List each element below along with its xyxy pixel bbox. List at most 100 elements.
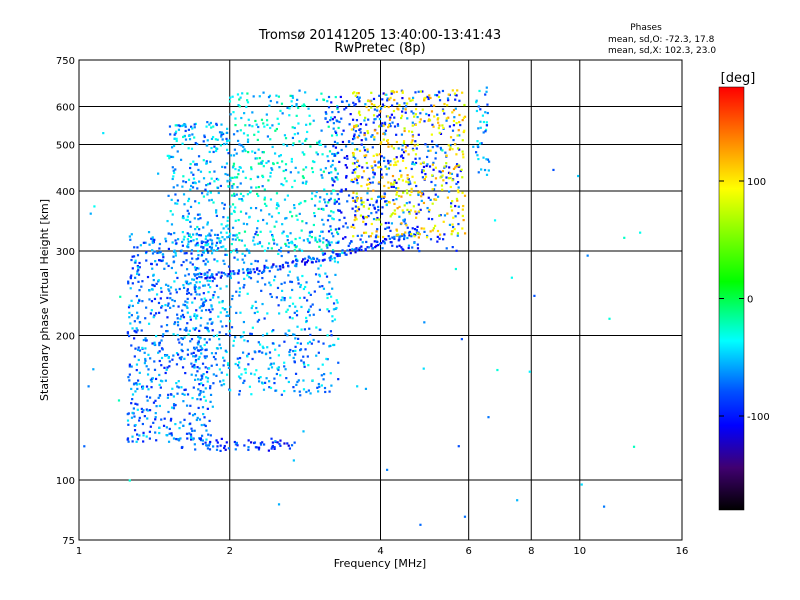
data-point [287,245,290,248]
data-point [159,287,163,290]
data-point [429,238,433,241]
data-point [447,116,450,119]
data-point [166,304,170,307]
data-point [317,382,320,386]
data-point [304,348,307,351]
data-point [429,149,432,152]
data-point [185,432,189,435]
data-point [183,304,187,307]
data-point [222,364,225,367]
data-point [269,99,272,103]
data-point [300,328,303,331]
data-point [405,201,408,205]
data-point [411,147,415,150]
data-point [274,389,277,392]
data-point [237,361,241,364]
data-point [208,123,211,126]
data-point [140,329,143,332]
data-point [225,231,228,234]
data-point [311,303,314,306]
data-point [256,233,259,237]
data-point [263,249,267,252]
data-point [132,407,135,410]
data-point [275,372,278,376]
data-point [326,120,329,124]
data-point [277,95,281,98]
data-point [387,142,390,145]
data-point [255,186,258,189]
data-point [348,248,352,252]
data-point [270,167,273,170]
data-point [167,247,170,251]
data-point [395,181,398,184]
data-point [388,122,391,126]
data-point [204,424,207,428]
data-point [281,112,284,115]
data-point [317,340,320,343]
data-point [392,199,395,202]
data-point [368,182,371,186]
data-point [295,257,298,261]
data-point [193,314,196,318]
data-point [249,332,252,335]
data-point [358,175,361,178]
data-point [318,245,321,248]
data-point [167,284,170,287]
data-point [158,394,162,397]
data-point [395,245,399,248]
data-point [322,170,325,173]
data-point [344,145,348,148]
data-point [302,103,305,106]
data-point [212,201,215,204]
data-point [241,268,245,271]
data-point [131,411,134,414]
data-point [302,388,306,391]
data-point [364,247,367,251]
data-point [142,241,145,244]
data-point [159,297,162,300]
data-point [344,164,347,167]
data-point [131,327,134,330]
data-point [148,409,152,412]
data-point [210,137,214,141]
data-point [235,441,238,445]
data-point [257,377,261,380]
data-point [137,315,140,318]
data-point [336,151,340,154]
data-point [436,229,440,233]
data-point [303,296,306,299]
data-point [397,187,400,190]
data-point [170,406,174,409]
data-point [425,164,428,168]
data-point [136,433,139,436]
data-point [365,123,368,126]
data-point [226,236,229,239]
data-point [417,192,420,195]
data-point [238,356,242,360]
data-point [273,275,277,278]
data-point [373,108,376,111]
data-point [203,423,206,426]
data-point [207,242,210,245]
data-point [318,308,321,311]
data-point [210,198,213,202]
data-point [158,242,162,246]
data-point [323,386,327,390]
data-point [337,253,340,256]
data-point [318,275,322,278]
data-point [368,177,371,180]
data-point [392,147,396,150]
data-point [406,208,409,212]
data-point [334,167,337,170]
data-point [352,235,355,238]
data-point [174,271,178,274]
data-point [257,272,260,276]
data-point [265,266,268,269]
data-point [383,240,386,243]
data-point [350,180,353,183]
data-point [366,192,369,195]
data-point [366,99,370,103]
data-point [309,392,312,395]
data-point [189,236,193,239]
data-point [188,138,192,141]
